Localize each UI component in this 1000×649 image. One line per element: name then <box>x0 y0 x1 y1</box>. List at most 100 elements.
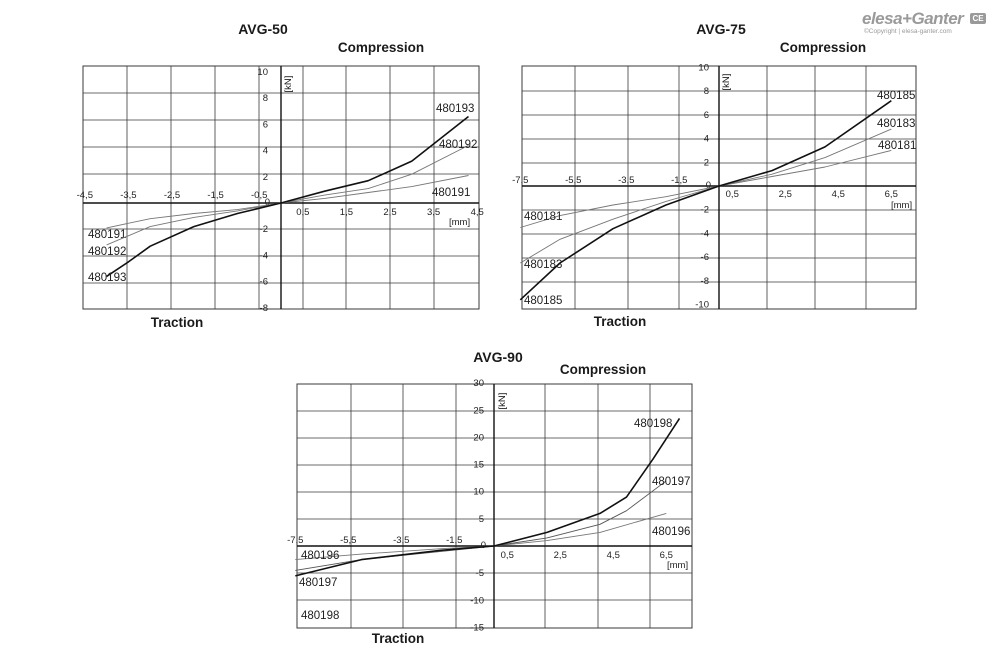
x-tick-label: 0,5 <box>501 550 514 561</box>
compression-label: Compression <box>338 40 424 55</box>
x-tick-label: 6,5 <box>660 550 673 561</box>
y-tick-label: 6 <box>263 119 268 130</box>
x-tick-label: -1,5 <box>207 190 223 201</box>
y-tick-label: -8 <box>260 303 268 314</box>
x-tick-label: 0,5 <box>296 207 309 218</box>
series-line-480181 <box>520 149 892 228</box>
series-label-480185: 480185 <box>877 90 915 102</box>
series-label-480185: 480185 <box>524 295 562 307</box>
y-tick-label: -10 <box>695 300 709 311</box>
series-line-480192 <box>106 144 469 246</box>
series-label-480191: 480191 <box>432 187 470 199</box>
x-tick-label: -5,5 <box>565 175 581 186</box>
series-label-480192: 480192 <box>439 139 477 151</box>
x-tick-label: -3,5 <box>120 190 136 201</box>
x-tick-label: 3,5 <box>427 207 440 218</box>
series-label-480197: 480197 <box>652 476 690 488</box>
series-label-480181: 480181 <box>878 140 916 152</box>
y-tick-label: 10 <box>257 67 268 78</box>
copyright-text: ©Copyright | elesa-ganter.com <box>864 28 952 35</box>
x-tick-label: -3,5 <box>618 175 634 186</box>
series-line-480198 <box>295 417 681 577</box>
x-tick-label: 4,5 <box>832 189 845 200</box>
y-tick-label: -10 <box>470 595 484 606</box>
y-tick-label: 2 <box>704 157 709 168</box>
chart-avg-90: AVG-90 Compression Traction 30 25 20 15 10 5 0 -5 -… <box>287 349 693 646</box>
y-unit-label: [kN] <box>283 76 294 93</box>
x-tick-label: -7,5 <box>512 175 528 186</box>
y-tick-label: -6 <box>701 252 709 263</box>
y-tick-label: 15 <box>473 460 484 471</box>
y-tick-label: 4 <box>704 134 709 145</box>
y-tick-label: 10 <box>473 487 484 498</box>
x-tick-label: -0,5 <box>251 190 267 201</box>
series-line-480193 <box>106 115 469 278</box>
x-tick-label: 4,5 <box>607 550 620 561</box>
y-tick-label: 25 <box>473 405 484 416</box>
y-tick-label: 4 <box>263 146 268 157</box>
y-tick-label: 0 <box>265 197 270 208</box>
chart-avg-75: AVG-75 Compression Traction 10 8 6 4 2 0 -2 -4 -6 -8… <box>512 21 917 329</box>
series-label-480183: 480183 <box>524 259 562 271</box>
x-tick-label: -7,5 <box>287 535 303 546</box>
y-tick-label: 30 <box>473 378 484 389</box>
ce-mark-icon: CE <box>970 13 986 24</box>
brand-name: elesa+Ganter <box>862 9 964 28</box>
y-tick-label: -15 <box>470 622 484 633</box>
x-tick-label: 2,5 <box>779 189 792 200</box>
series-label-480196: 480196 <box>652 526 690 538</box>
x-tick-label: 1,5 <box>340 207 353 218</box>
x-tick-label: 2,5 <box>383 207 396 218</box>
y-tick-label: 6 <box>704 110 709 121</box>
y-tick-label: 8 <box>263 93 268 104</box>
y-tick-label: 5 <box>479 514 484 525</box>
elesa-ganter-logo: elesa+Ganter CE ©Copyright | elesa-gante… <box>862 9 986 39</box>
chart-title: AVG-75 <box>696 21 746 37</box>
x-tick-label: 2,5 <box>554 550 567 561</box>
series-label-480198: 480198 <box>301 610 339 622</box>
traction-label: Traction <box>372 631 425 646</box>
x-tick-label: 4,5 <box>471 207 484 218</box>
y-tick-label: 2 <box>263 172 268 183</box>
chart-title: AVG-50 <box>238 21 288 37</box>
series-label-480192: 480192 <box>88 246 126 258</box>
traction-label: Traction <box>594 314 647 329</box>
series-label-480193: 480193 <box>88 272 126 284</box>
compression-label: Compression <box>560 362 646 377</box>
x-tick-label: 0,5 <box>726 189 739 200</box>
y-tick-label: 0 <box>706 180 711 191</box>
y-tick-label: -6 <box>260 277 268 288</box>
y-tick-label: -2 <box>701 205 709 216</box>
series-label-480193: 480193 <box>436 103 474 115</box>
x-unit-label: [mm] <box>891 200 912 211</box>
x-tick-label: -1,5 <box>671 175 687 186</box>
y-tick-label: 20 <box>473 432 484 443</box>
chart-avg-50: AVG-50 Compression Traction 10 8 6 4 2 0 -2 -4 -6 -8… <box>77 21 484 330</box>
x-unit-label: [mm] <box>449 217 470 228</box>
x-tick-label: -1,5 <box>446 535 462 546</box>
traction-label: Traction <box>151 315 204 330</box>
y-unit-label: [kN] <box>721 74 732 91</box>
series-line-480185 <box>519 100 892 301</box>
y-unit-label: [kN] <box>497 393 508 410</box>
x-tick-label: 6,5 <box>885 189 898 200</box>
series-label-480197: 480197 <box>299 577 337 589</box>
x-tick-label: -5,5 <box>340 535 356 546</box>
compression-label: Compression <box>780 40 866 55</box>
y-tick-label: 0 <box>481 540 486 551</box>
y-tick-label: -4 <box>701 228 709 239</box>
y-tick-label: -2 <box>260 224 268 235</box>
y-tick-label: -4 <box>260 250 268 261</box>
x-tick-label: -2,5 <box>164 190 180 201</box>
y-tick-label: 8 <box>704 86 709 97</box>
series-label-480191: 480191 <box>88 229 126 241</box>
series-label-480181: 480181 <box>524 211 562 223</box>
y-tick-label: -8 <box>701 276 709 287</box>
series-label-480196: 480196 <box>301 550 339 562</box>
series-label-480183: 480183 <box>877 118 915 130</box>
x-tick-label: -3,5 <box>393 535 409 546</box>
y-tick-label: 10 <box>698 63 709 74</box>
y-tick-label: -5 <box>476 568 484 579</box>
chart-title: AVG-90 <box>473 349 523 365</box>
